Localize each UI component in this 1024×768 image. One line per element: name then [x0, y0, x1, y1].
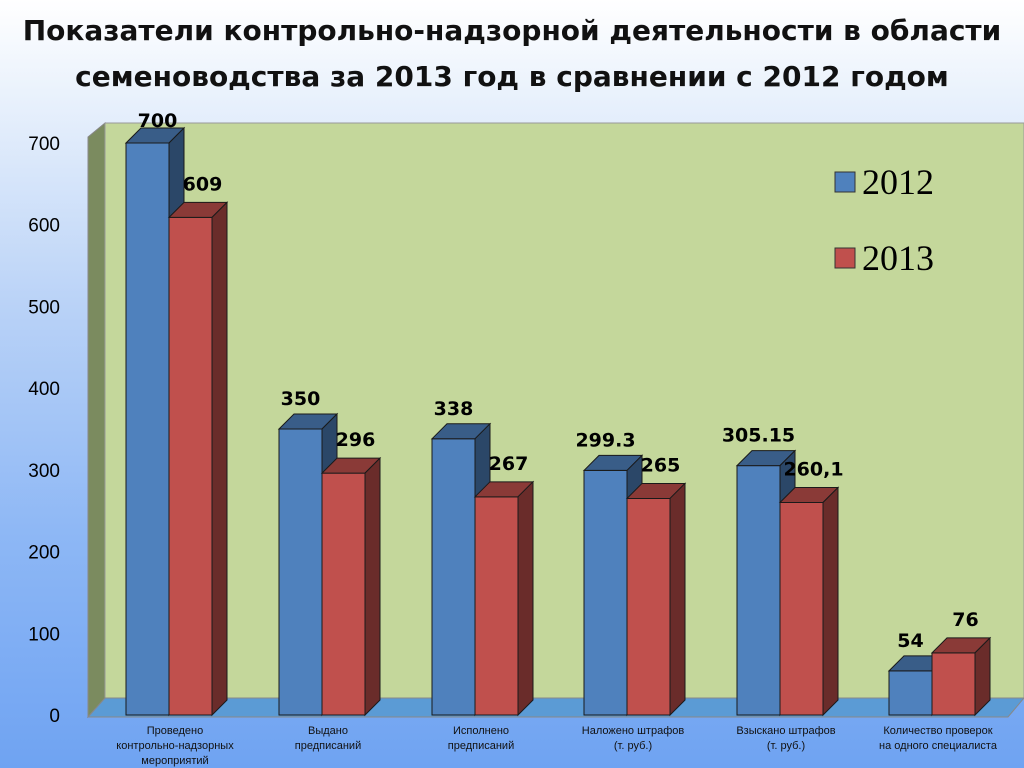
data-label-2012-0: 700 [138, 110, 178, 132]
bar-front [474, 496, 519, 716]
bar-front [321, 472, 366, 716]
x-category-label-4: Взыскано штрафов (т. руб.) [736, 725, 835, 752]
y-tick-label: 500 [28, 297, 60, 318]
bars [124, 126, 992, 717]
x-category-label-line: Взыскано штрафов [736, 725, 835, 737]
data-label-2012-2: 338 [434, 398, 474, 420]
bar-front [125, 142, 170, 716]
y-tick-label: 200 [28, 543, 60, 564]
bar-side [364, 456, 381, 717]
x-category-label-line: (т. руб.) [767, 740, 805, 752]
bar-front [626, 497, 671, 716]
x-category-label-line: Количество проверок [883, 725, 992, 737]
y-tick-label: 700 [28, 134, 60, 155]
data-label-2012-1: 350 [281, 388, 321, 410]
x-category-label-0: Проведено контрольно-надзорных мероприятий [116, 725, 234, 767]
bar-side [974, 636, 991, 717]
side-wall [87, 121, 106, 719]
chart-walls [86, 121, 1024, 719]
x-axis: Проведено контрольно-надзорных мероприятий… [116, 725, 998, 767]
bar-2013-2 [473, 480, 535, 717]
x-category-label-line: мероприятий [141, 755, 208, 767]
x-category-label-line: Выдано [308, 725, 348, 737]
legend-label-2013: 2013 [862, 238, 934, 278]
y-tick-label: 0 [49, 706, 60, 727]
bar-side [822, 486, 839, 717]
legend-swatch-2013 [834, 247, 856, 269]
x-category-label-line: предписаний [448, 740, 514, 752]
bar-front [931, 652, 976, 716]
y-tick-label: 600 [28, 216, 60, 237]
bar-2013-5 [930, 636, 992, 717]
data-labels: 700 350 338 299.3 305.15 54 609 296 267 265 260,1 7… [138, 110, 979, 652]
bar-side [211, 201, 228, 717]
data-label-2013-5: 76 [952, 609, 978, 631]
bar-front [168, 216, 213, 716]
data-label-2013-4: 260,1 [783, 458, 843, 480]
x-category-label-line: (т. руб.) [614, 740, 652, 752]
bar-2013-3 [625, 482, 687, 717]
legend: 2012 2013 [834, 162, 934, 278]
bar-front [888, 670, 933, 716]
x-category-label-line: на одного специалиста [879, 740, 998, 752]
data-label-2012-5: 54 [897, 630, 923, 652]
data-label-2013-1: 296 [336, 429, 376, 451]
bar-2013-0 [167, 201, 229, 717]
x-category-label-line: предписаний [295, 740, 361, 752]
y-tick-label: 300 [28, 461, 60, 482]
chart-title: Показатели контрольно-надзорной деятельн… [0, 8, 1024, 100]
bar-2013-1 [320, 456, 382, 717]
chart-title-line-2: семеноводства за 2013 год в сравнении с … [75, 60, 949, 93]
bar-side [669, 482, 686, 717]
y-axis: 0 100 200 300 400 500 600 700 [28, 134, 60, 727]
data-label-2012-3: 299.3 [575, 429, 635, 451]
x-category-label-2: Исполнено предписаний [448, 725, 514, 752]
y-tick-label: 100 [28, 624, 60, 645]
bar-front [278, 428, 323, 716]
x-category-label-1: Выдано предписаний [295, 725, 361, 752]
data-label-2012-4: 305.15 [722, 425, 795, 447]
bar-side [517, 480, 534, 717]
x-category-label-5: Количество проверок на одного специалиста [879, 725, 998, 752]
x-category-label-line: Исполнено [453, 725, 509, 737]
floor [86, 697, 1024, 718]
y-tick-label: 400 [28, 379, 60, 400]
bar-front [736, 465, 781, 716]
chart-title-line-1: Показатели контрольно-надзорной деятельн… [22, 14, 1002, 47]
data-label-2013-2: 267 [489, 453, 529, 475]
data-label-2013-3: 265 [641, 454, 681, 476]
x-category-label-line: Проведено [147, 725, 203, 737]
bar-2013-4 [778, 486, 840, 717]
bar-front [431, 438, 476, 716]
x-category-label-line: контрольно-надзорных [116, 740, 234, 752]
bar-front [779, 501, 824, 716]
x-category-label-3: Наложено штрафов (т. руб.) [582, 725, 685, 752]
back-wall [104, 122, 1024, 699]
legend-label-2012: 2012 [862, 162, 934, 202]
bar-front [583, 469, 628, 716]
x-category-label-line: Наложено штрафов [582, 725, 685, 737]
legend-swatch-2012 [834, 171, 856, 193]
data-label-2013-0: 609 [183, 173, 223, 195]
